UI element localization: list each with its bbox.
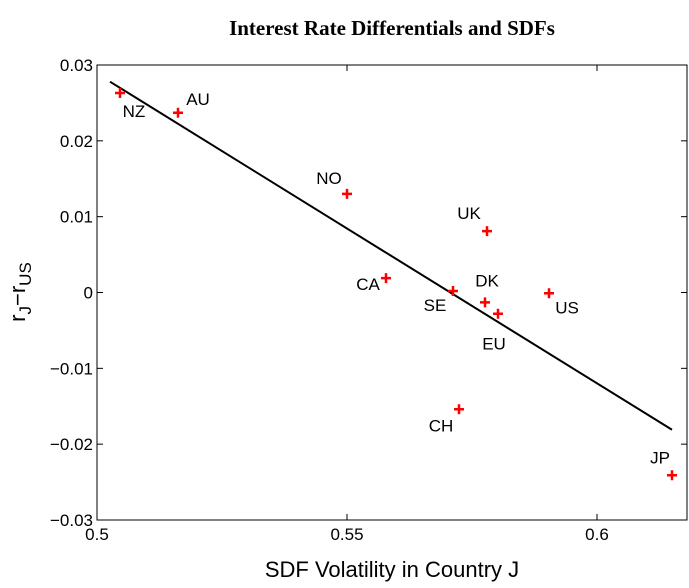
y-label-sub: US xyxy=(16,262,35,286)
y-tick-label: 0.03 xyxy=(60,56,93,75)
point-label: CH xyxy=(429,416,454,435)
point xyxy=(667,470,677,481)
point xyxy=(448,285,458,296)
y-tick-label: −0.02 xyxy=(50,435,93,454)
point xyxy=(544,288,554,299)
y-tick-label: −0.01 xyxy=(50,359,93,378)
point xyxy=(454,404,464,415)
x-tick-label: 0.6 xyxy=(585,525,609,544)
x-tick-label: 0.55 xyxy=(330,525,363,544)
y-label-sub: J xyxy=(16,306,35,315)
point xyxy=(381,273,391,284)
x-axis-label: SDF Volatility in Country J xyxy=(265,557,519,582)
point-label: CA xyxy=(356,275,380,294)
y-label-part: −r xyxy=(5,286,30,306)
y-label-part: r xyxy=(5,314,30,321)
point-label: SE xyxy=(424,296,447,315)
point xyxy=(115,88,125,99)
plot-frame xyxy=(96,64,688,521)
point-label: JP xyxy=(650,448,670,467)
point-label: DK xyxy=(475,271,499,290)
point-label: NZ xyxy=(123,102,146,121)
point xyxy=(342,188,352,199)
x-tick-label: 0.5 xyxy=(85,525,109,544)
point xyxy=(493,308,503,319)
y-tick-label: −0.03 xyxy=(50,511,93,530)
y-tick-label: 0 xyxy=(84,284,93,303)
point-label: US xyxy=(555,298,579,317)
y-tick-label: 0.02 xyxy=(60,132,93,151)
chart-title: Interest Rate Differentials and SDFs xyxy=(229,16,555,40)
point-label: NO xyxy=(316,169,342,188)
point xyxy=(482,226,492,237)
point xyxy=(480,297,490,308)
point-label: AU xyxy=(186,90,210,109)
y-axis-label: rJ−rUS xyxy=(5,262,35,322)
point-label: UK xyxy=(457,204,481,223)
point-label: EU xyxy=(482,335,506,354)
trend-line xyxy=(109,80,673,431)
point xyxy=(173,107,183,118)
y-tick-label: 0.01 xyxy=(60,208,93,227)
